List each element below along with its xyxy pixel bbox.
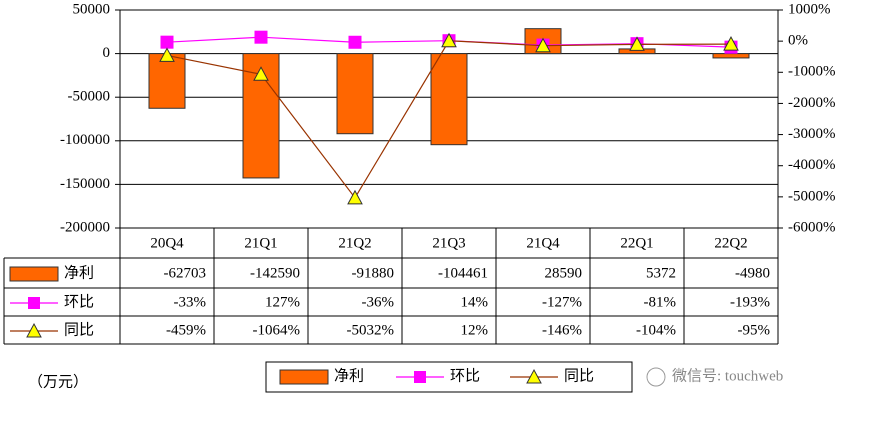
- point: [254, 30, 268, 44]
- table-cell: -1064%: [253, 322, 301, 338]
- point: [535, 37, 551, 53]
- y-unit-label: （万元）: [28, 373, 88, 390]
- legend-key: [9, 266, 59, 282]
- table-cell: -104%: [636, 322, 676, 338]
- y2-tick-label: -1000%: [788, 64, 836, 80]
- x-tick-label: 21Q3: [432, 235, 465, 251]
- y2-tick-label: -5000%: [788, 188, 836, 204]
- point: [629, 36, 645, 51]
- table-cell: -5032%: [347, 322, 395, 338]
- table-cell: -142590: [250, 265, 300, 281]
- point: [723, 36, 739, 51]
- y-tick-label: -200000: [60, 219, 110, 235]
- point: [441, 32, 457, 48]
- bar: [336, 53, 374, 135]
- point: [160, 35, 174, 49]
- table-cell: -62703: [164, 265, 207, 281]
- table-cell: 127%: [265, 294, 300, 310]
- y2-tick-label: -6000%: [788, 219, 836, 235]
- point: [159, 47, 175, 62]
- legend-label: 环比: [450, 367, 480, 384]
- y2-tick-label: 0%: [788, 33, 808, 49]
- y-tick-label: -100000: [60, 132, 110, 148]
- table-cell: -4980: [735, 265, 770, 281]
- legend-key: [414, 371, 426, 383]
- table-cell: -33%: [174, 294, 207, 310]
- legend-label: 环比: [64, 293, 94, 310]
- x-tick-label: 22Q1: [620, 235, 653, 251]
- y-tick-label: 50000: [73, 1, 111, 17]
- watermark-icon: [646, 367, 666, 387]
- legend-key: [26, 322, 42, 338]
- legend-key: [526, 368, 542, 384]
- x-tick-label: 21Q2: [338, 235, 371, 251]
- legend-label: 净利: [64, 264, 94, 281]
- table-cell: 28590: [545, 265, 583, 281]
- y2-tick-label: -2000%: [788, 95, 836, 111]
- table-cell: -127%: [542, 294, 582, 310]
- y-tick-label: 0: [103, 45, 111, 61]
- table-cell: 5372: [646, 265, 676, 281]
- y2-tick-label: -4000%: [788, 157, 836, 173]
- y2-tick-label: 1000%: [788, 1, 831, 17]
- bar: [712, 53, 750, 59]
- point: [253, 66, 269, 81]
- y-tick-label: -50000: [68, 89, 111, 105]
- x-tick-label: 22Q2: [714, 235, 747, 251]
- table-cell: -459%: [166, 322, 206, 338]
- x-tick-label: 21Q4: [526, 235, 560, 251]
- table-cell: -146%: [542, 322, 582, 338]
- x-tick-label: 20Q4: [150, 235, 184, 251]
- legend-key: [279, 369, 329, 385]
- table-cell: -81%: [644, 294, 677, 310]
- table-cell: 12%: [461, 322, 489, 338]
- table-cell: -36%: [362, 294, 395, 310]
- legend-label: 同比: [64, 321, 94, 338]
- table-cell: -91880: [352, 265, 395, 281]
- table-cell: -95%: [738, 322, 771, 338]
- y2-tick-label: -3000%: [788, 126, 836, 142]
- table-cell: -104461: [438, 265, 488, 281]
- x-tick-label: 21Q1: [244, 235, 277, 251]
- table-cell: -193%: [730, 294, 770, 310]
- table-cell: 14%: [461, 294, 489, 310]
- point: [348, 35, 362, 49]
- legend-label: 同比: [564, 367, 594, 384]
- plot-frame: [119, 9, 779, 229]
- legend-key: [28, 297, 40, 309]
- bar: [430, 53, 468, 146]
- legend-label: 净利: [334, 367, 364, 384]
- watermark: 微信号: touchweb: [672, 367, 783, 384]
- point: [347, 189, 363, 205]
- y-tick-label: -150000: [60, 176, 110, 192]
